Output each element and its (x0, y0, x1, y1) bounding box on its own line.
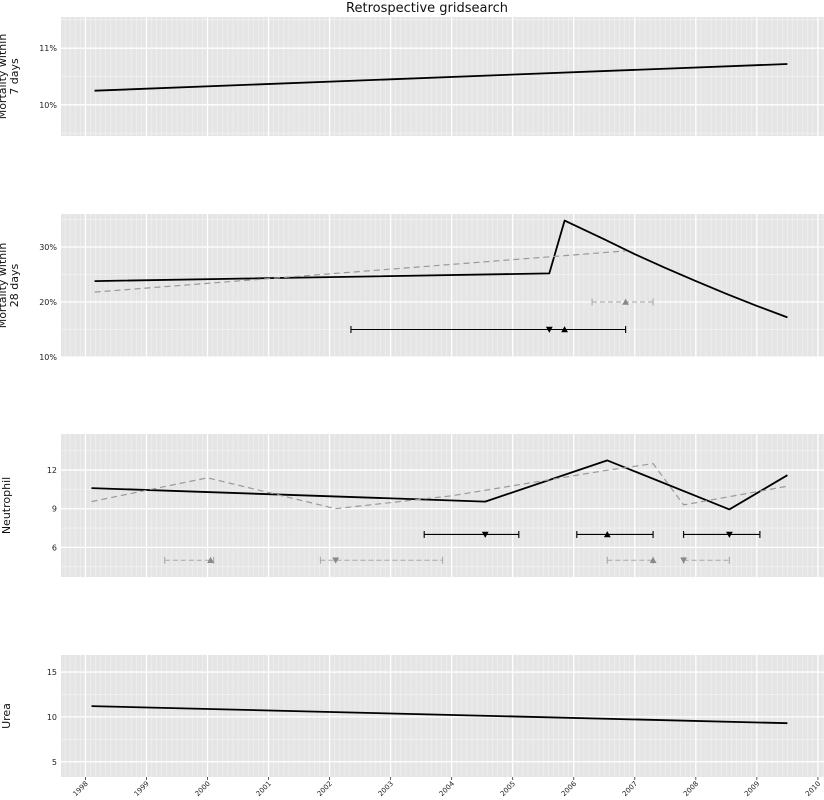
y-tick-label: 9 (52, 505, 57, 514)
y-tick-label: 10% (39, 353, 57, 362)
triangle-down-marker (481, 531, 489, 538)
triangle-down-marker (545, 326, 553, 333)
minor-grid (61, 214, 824, 357)
triangle-up-marker (649, 556, 657, 563)
x-tick-label: 1999 (133, 780, 151, 798)
panel-1: 10% 11% Mortality within7 days (0, 17, 824, 136)
major-grid (61, 17, 824, 136)
x-tick-label: 2007 (621, 780, 639, 798)
minor-grid (61, 17, 824, 136)
x-tick-label: 1998 (72, 780, 90, 798)
triangle-down-marker (332, 557, 340, 564)
dashed-series-line (91, 462, 788, 510)
x-tick-label: 2002 (316, 780, 334, 798)
panel-background (61, 434, 824, 577)
interval-group (683, 530, 761, 538)
x-tick-label: 2006 (560, 779, 579, 798)
trend-series-line (91, 459, 788, 511)
y-axis-label: Urea (0, 703, 13, 729)
triangle-up-marker (207, 556, 214, 563)
y-tick-label: 20% (39, 298, 57, 307)
x-tick-label: 2010 (804, 780, 822, 798)
triangle-down-marker (725, 531, 733, 538)
y-axis-label-line: 7 days (8, 58, 21, 95)
y-tick-label: 10 (47, 713, 57, 722)
x-tick-label: 2001 (255, 780, 273, 798)
triangle-down-marker (680, 557, 688, 564)
y-tick-label: 11% (39, 44, 57, 53)
y-tick-label: 6 (52, 543, 57, 552)
panel-background (61, 214, 824, 357)
y-axis-label-line: Urea (0, 703, 13, 729)
triangle-up-marker (622, 298, 630, 305)
y-axis-label: Neutrophil (0, 477, 13, 534)
y-tick-label: 15 (47, 668, 57, 677)
interval-group (319, 556, 444, 564)
major-grid (61, 214, 824, 358)
panel-4: 5 10 15 Urea (0, 655, 824, 777)
trend-series-line (94, 219, 788, 319)
y-axis-label-line: 28 days (8, 264, 21, 308)
x-tick-label: 2008 (682, 780, 700, 798)
dashed-series-line (94, 250, 626, 293)
x-tick-label: 2000 (194, 780, 212, 798)
y-axis-label-line: Mortality within (0, 34, 9, 120)
y-axis-label: Mortality within28 days (0, 243, 21, 329)
y-axis-label-line: Mortality within (0, 243, 9, 329)
interval-group (164, 556, 215, 564)
interval-group (606, 556, 657, 564)
trend-series-line (94, 63, 788, 92)
interval-group (680, 556, 730, 564)
y-axis-label: Mortality within7 days (0, 34, 21, 120)
y-tick-label: 30% (39, 243, 57, 252)
panel-background (61, 655, 824, 777)
y-tick-label: 5 (52, 758, 57, 767)
interval-group (350, 326, 627, 333)
trend-series-line (91, 705, 788, 725)
triangle-up-marker (561, 326, 568, 333)
interval-group (423, 530, 520, 538)
x-tick-label: 2003 (377, 780, 395, 798)
major-grid (61, 655, 824, 777)
panel-2: 10% 20% 30% Mortality within28 days (0, 214, 824, 362)
panel-3: 6 9 12 Neutrophil (0, 434, 824, 577)
interval-group (591, 298, 654, 306)
x-tick-label: 2004 (438, 779, 457, 798)
y-tick-label: 10% (39, 101, 57, 110)
major-grid (61, 434, 824, 577)
x-tick-label: 2005 (499, 780, 517, 798)
interval-group (576, 530, 654, 538)
y-axis-label-line: Neutrophil (0, 477, 13, 534)
y-tick-label: 12 (47, 466, 57, 475)
triangle-up-marker (603, 531, 611, 538)
minor-grid (61, 434, 824, 577)
chart-title: Retrospective gridsearch (346, 1, 508, 16)
x-tick-label: 2009 (743, 780, 761, 798)
